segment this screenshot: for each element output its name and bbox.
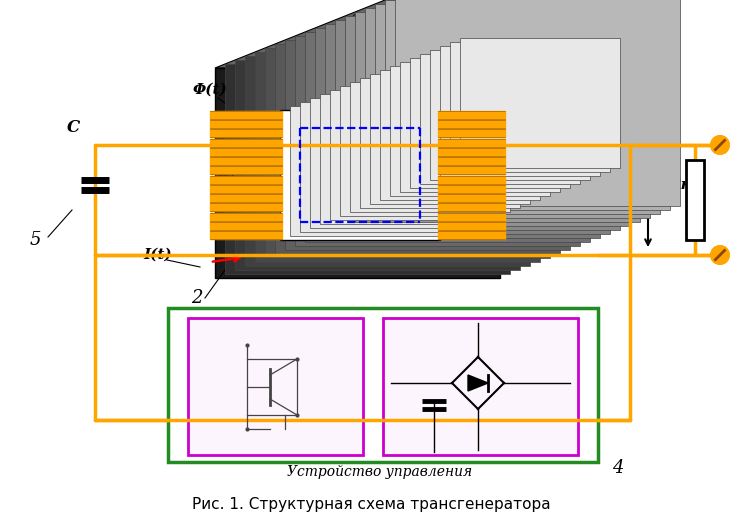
Bar <box>686 160 704 240</box>
Polygon shape <box>275 44 560 254</box>
Polygon shape <box>315 28 600 238</box>
Polygon shape <box>410 58 570 188</box>
Polygon shape <box>385 0 670 210</box>
Polygon shape <box>305 32 590 242</box>
Polygon shape <box>225 64 510 274</box>
Text: C: C <box>66 119 80 137</box>
Polygon shape <box>460 38 620 168</box>
Text: 4: 4 <box>612 459 624 477</box>
Polygon shape <box>280 168 620 240</box>
Polygon shape <box>340 86 500 216</box>
Polygon shape <box>468 375 488 391</box>
Polygon shape <box>360 78 520 208</box>
Text: Устройство управления: Устройство управления <box>288 465 473 479</box>
Text: Рис. 1. Структурная схема трансгенератора: Рис. 1. Структурная схема трансгенератор… <box>192 498 551 512</box>
Polygon shape <box>355 12 640 222</box>
Circle shape <box>711 246 729 264</box>
Bar <box>383 318 578 455</box>
Text: I(t): I(t) <box>143 248 172 262</box>
Text: w₁: w₁ <box>216 168 236 182</box>
Polygon shape <box>255 52 540 262</box>
Polygon shape <box>400 62 560 192</box>
Polygon shape <box>320 94 480 224</box>
Polygon shape <box>265 48 550 258</box>
Polygon shape <box>335 20 620 230</box>
Text: 5: 5 <box>29 231 41 249</box>
Text: 2: 2 <box>191 289 203 307</box>
Polygon shape <box>345 16 630 226</box>
Polygon shape <box>280 110 440 240</box>
Circle shape <box>711 136 729 154</box>
Polygon shape <box>365 8 650 218</box>
Polygon shape <box>295 36 580 246</box>
Text: Rн: Rн <box>668 178 692 192</box>
Text: w₂: w₂ <box>545 165 565 179</box>
Text: 1: 1 <box>349 13 361 31</box>
Polygon shape <box>390 66 550 196</box>
Text: 3: 3 <box>603 79 614 97</box>
Polygon shape <box>430 50 590 180</box>
Bar <box>168 308 598 462</box>
Polygon shape <box>380 70 540 200</box>
Text: Выпрямитель: Выпрямитель <box>430 306 530 320</box>
Polygon shape <box>395 0 680 206</box>
Polygon shape <box>300 102 460 232</box>
Polygon shape <box>285 40 570 250</box>
Polygon shape <box>440 46 600 176</box>
Polygon shape <box>350 82 510 212</box>
Bar <box>188 318 363 455</box>
Polygon shape <box>245 56 530 266</box>
Text: Φ(t): Φ(t) <box>193 83 228 97</box>
Polygon shape <box>280 38 620 110</box>
Text: U(t): U(t) <box>620 191 655 205</box>
Polygon shape <box>375 4 660 214</box>
Polygon shape <box>370 74 530 204</box>
Polygon shape <box>450 42 610 172</box>
Text: Генератор: Генератор <box>236 306 314 320</box>
Polygon shape <box>325 24 610 234</box>
Polygon shape <box>330 90 490 220</box>
Polygon shape <box>235 60 520 270</box>
Polygon shape <box>215 68 500 278</box>
Polygon shape <box>420 54 580 184</box>
Polygon shape <box>310 98 470 228</box>
Polygon shape <box>290 106 450 236</box>
Polygon shape <box>215 0 680 68</box>
